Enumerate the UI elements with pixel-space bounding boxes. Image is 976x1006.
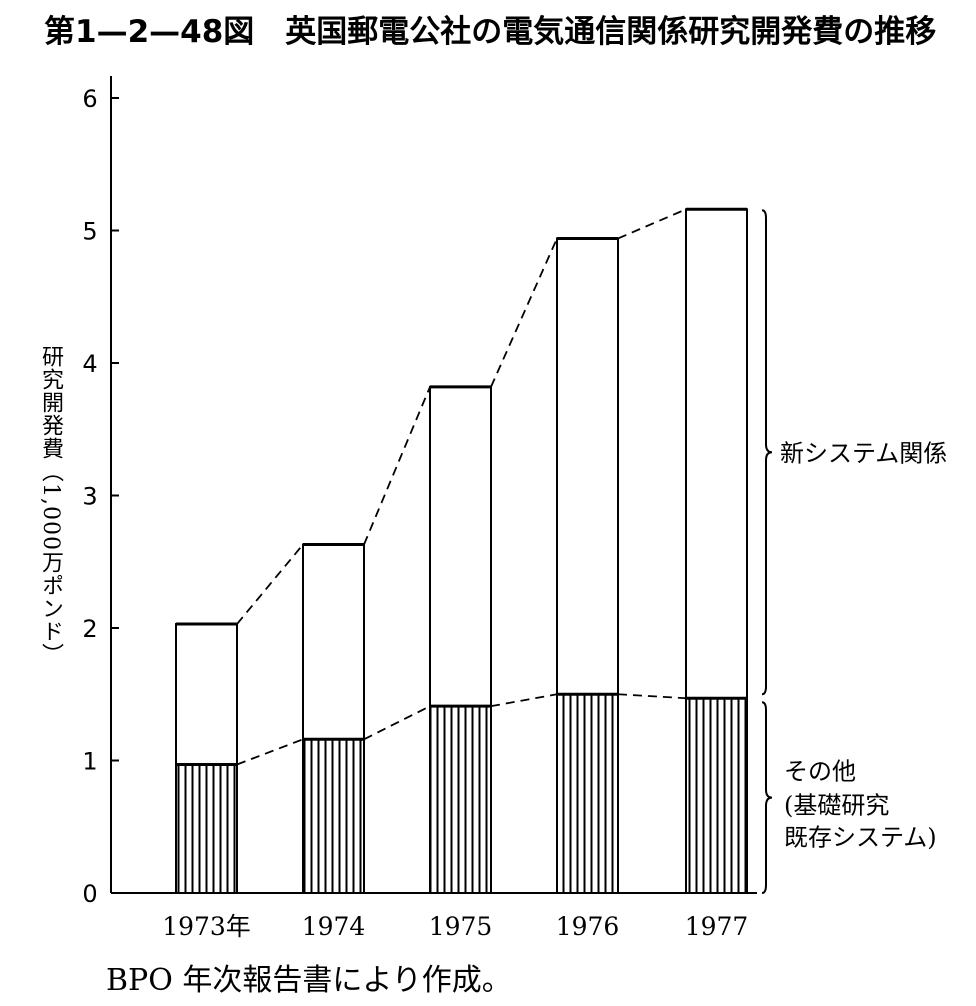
y-tick-label: 3	[82, 483, 97, 511]
connector-total	[490, 238, 558, 388]
connector-other	[363, 705, 431, 741]
connector-total	[617, 208, 687, 240]
bar-segment-new-system	[175, 623, 238, 766]
bars-group	[175, 207, 748, 894]
connector-other	[617, 693, 687, 700]
legend-bracket-other	[761, 701, 773, 894]
legend-label-other: その他	[784, 758, 856, 786]
connector-other	[490, 693, 558, 708]
connector-other	[236, 738, 304, 766]
bar-segment-new-system	[556, 237, 619, 696]
y-tick-label: 1	[82, 748, 97, 776]
y-axis-label: 研究開発費（1,000万ポンド）	[38, 345, 63, 666]
tick-labels: 0 1 2 3 4 5 6 1973年 1974 1975 1976 1977	[82, 85, 748, 941]
legend-label-other-detail-1: (基礎研究	[784, 792, 889, 820]
connector-total	[236, 543, 304, 625]
y-tick-label: 2	[82, 615, 97, 643]
bar-segment-other	[556, 693, 619, 894]
bar-segment-new-system	[429, 385, 492, 708]
source-note: BPO 年次報告書により作成。	[106, 963, 512, 998]
connector-total	[363, 386, 431, 545]
x-tick-label: 1977	[685, 912, 749, 941]
bar-segment-other	[175, 763, 238, 894]
x-tick-label: 1976	[556, 912, 620, 941]
x-tick-label: 1975	[429, 912, 493, 941]
x-tick-label: 1974	[302, 912, 366, 941]
legend-label-new-system: 新システム関係	[780, 439, 947, 467]
bar-segment-new-system	[685, 208, 748, 700]
page-title: 第1—2—48図 英国郵電公社の電気通信関係研究開発費の推移	[44, 14, 937, 50]
bar-segment-other	[685, 697, 748, 894]
connector-lines	[236, 208, 687, 766]
bar-segment-other	[429, 705, 492, 894]
x-tick-label: 1973年	[162, 912, 251, 941]
y-tick-label: 6	[82, 85, 97, 113]
legend-label-other-detail-2: 既存システム)	[784, 824, 937, 852]
y-tick-label: 5	[82, 218, 97, 246]
y-tick-label: 4	[82, 350, 97, 378]
legend-bracket-new-system	[761, 209, 773, 696]
y-tick-label: 0	[82, 880, 97, 908]
bar-segment-other	[302, 738, 365, 894]
bar-segment-new-system	[302, 543, 365, 741]
